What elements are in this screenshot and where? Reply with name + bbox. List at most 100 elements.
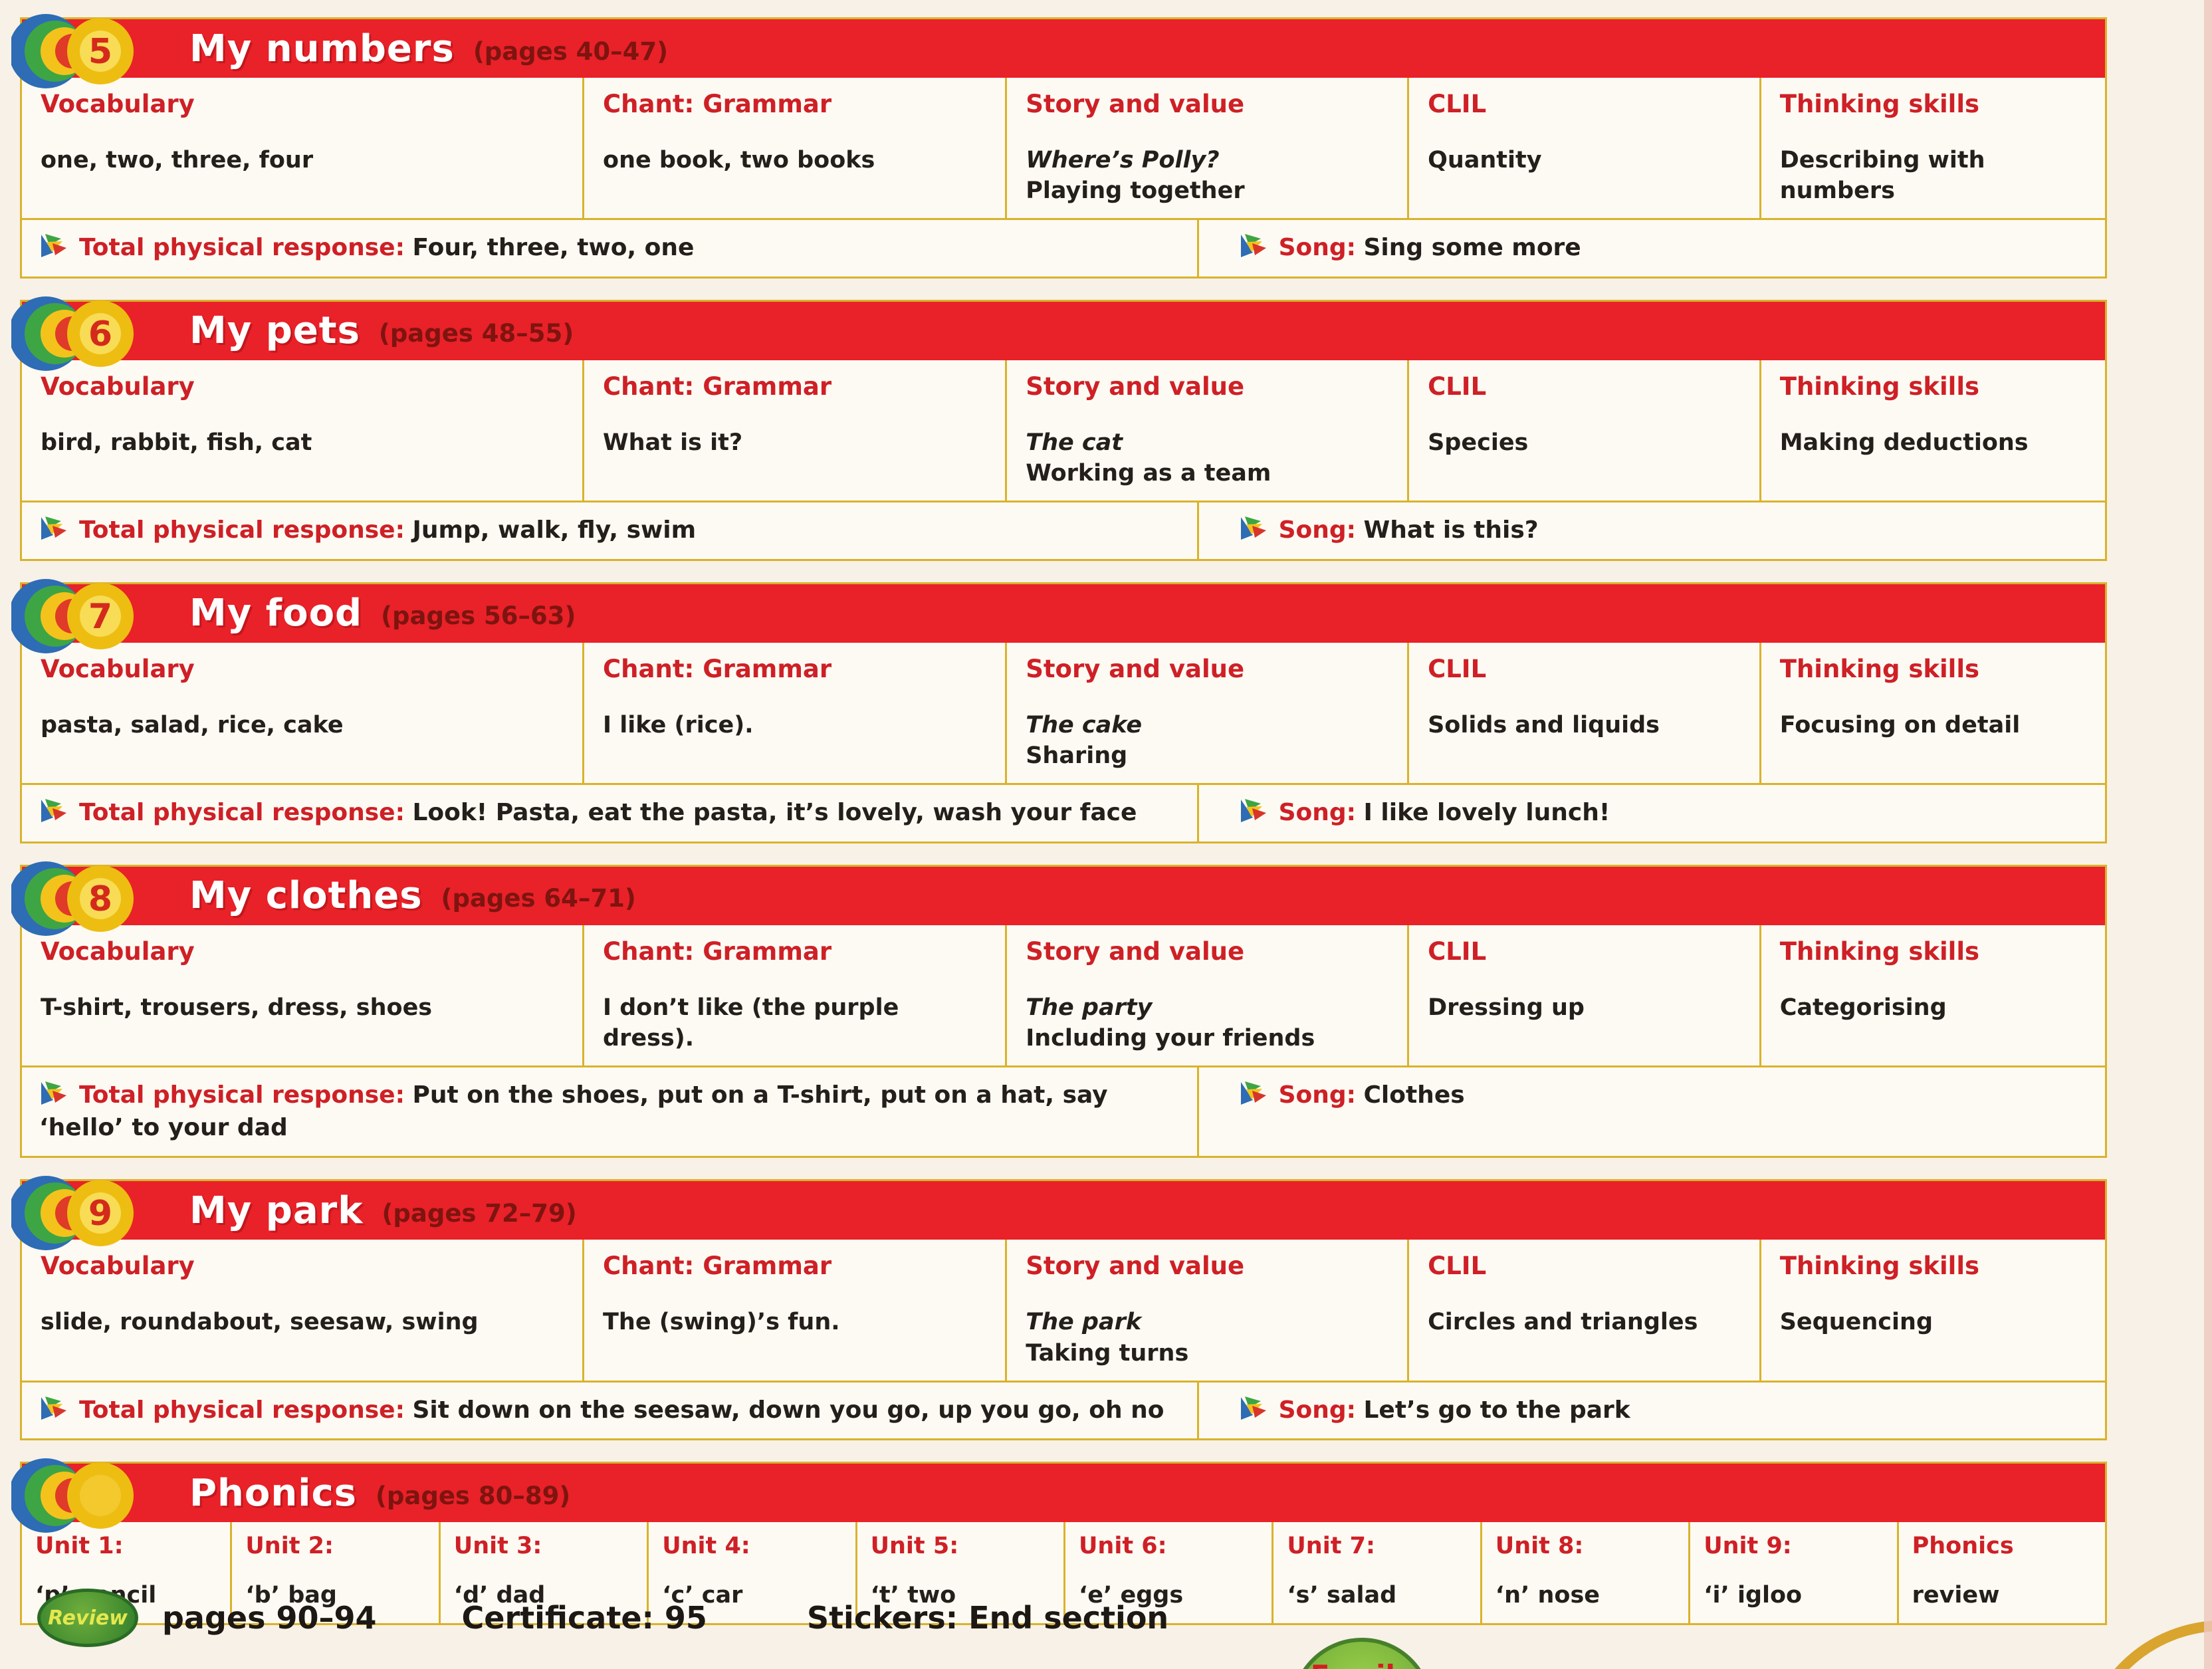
phonics-unit-label: Unit 7: [1287, 1533, 1375, 1560]
chant-heading: Chant: Grammar [603, 1252, 832, 1281]
tpr-song-row: Total physical response: Jump, walk, fly… [22, 501, 2105, 559]
unit-content-row: Vocabulary T-shirt, trousers, dress, sho… [22, 925, 2105, 1066]
song-label: Song: [1278, 1396, 1357, 1424]
phonics-header-bar: Phonics (pages 80–89) [11, 1458, 2105, 1533]
song-label: Song: [1278, 799, 1357, 827]
unit-block-5: 5 My numbers (pages 40–47) Vocabulary on… [11, 14, 2107, 278]
tpr-label: Total physical response: [79, 1396, 405, 1424]
chant-cell: Chant: Grammar The (swing)’s fun. [582, 1240, 1005, 1381]
thinking-text: Focusing on detail [1779, 711, 2021, 738]
story-text: The park Taking turns [1026, 1307, 1388, 1368]
tpr-song-row: Total physical response: Look! Pasta, ea… [22, 783, 2105, 841]
story-cell: Story and value The party Including your… [1005, 925, 1407, 1066]
clil-text: Quantity [1428, 147, 1542, 173]
chant-heading: Chant: Grammar [603, 937, 832, 966]
footer-review-pages: pages 90–94 [162, 1600, 377, 1636]
phonics-pages: (pages 80–89) [375, 1481, 571, 1510]
tpr-text: Sit down on the seesaw, down you go, up … [412, 1396, 1164, 1424]
tpr-song-row: Total physical response: Put on the shoe… [22, 1065, 2105, 1157]
clil-cell: CLIL Solids and liquids [1407, 642, 1759, 784]
family-badge-label: Family [1311, 1659, 1414, 1669]
chant-cell: Chant: Grammar What is it? [582, 360, 1005, 501]
clil-heading: CLIL [1428, 372, 1487, 401]
phonics-unit-value: ‘t’ two [870, 1582, 956, 1609]
clil-heading: CLIL [1428, 1252, 1487, 1281]
unit-pages: (pages 56–63) [381, 602, 576, 631]
thinking-heading: Thinking skills [1779, 654, 1980, 683]
vocabulary-heading: Vocabulary [41, 1252, 195, 1281]
rainbow-arrow-icon [41, 1396, 66, 1420]
tpr-song-row: Total physical response: Sit down on the… [22, 1380, 2105, 1439]
thinking-text: Sequencing [1779, 1309, 1934, 1336]
vocabulary-cell: Vocabulary pasta, salad, rice, cake [22, 643, 582, 783]
clil-text: Species [1428, 429, 1529, 456]
family-badge: Family [1291, 1638, 1433, 1669]
rainbow-arrow-icon [1240, 234, 1266, 258]
phonics-unit-value: ‘n’ nose [1495, 1582, 1601, 1609]
thinking-heading: Thinking skills [1779, 90, 1980, 118]
vocabulary-text: T-shirt, trousers, dress, shoes [41, 994, 433, 1021]
phonics-block: Phonics (pages 80–89) Unit 1: ‘p’ pencil… [11, 1458, 2107, 1626]
chant-text: one book, two books [603, 147, 875, 173]
unit-number: 5 [88, 32, 112, 72]
phonics-unit-value: ‘i’ igloo [1704, 1582, 1803, 1609]
story-heading: Story and value [1026, 937, 1245, 966]
tpr-label: Total physical response: [79, 234, 405, 262]
phonics-cell: Unit 4: ‘c’ car [647, 1522, 855, 1624]
thinking-heading: Thinking skills [1779, 372, 1980, 401]
chant-text: What is it? [603, 429, 743, 456]
phonics-unit-value: ‘s’ salad [1287, 1582, 1397, 1609]
footer-row: Review pages 90–94 Certificate: 95 Stick… [37, 1589, 1168, 1647]
unit-pages: (pages 48–55) [378, 319, 574, 348]
story-cell: Story and value The cat Working as a tea… [1005, 360, 1407, 501]
thinking-cell: Thinking skills Categorising [1759, 925, 2105, 1066]
rainbow-arrow-icon [1240, 1396, 1266, 1420]
unit-header-bar: 6 My pets (pages 48–55) [11, 296, 2105, 371]
tpr-label: Total physical response: [79, 516, 405, 544]
unit-number: 7 [88, 597, 112, 637]
chant-heading: Chant: Grammar [603, 372, 832, 401]
unit-header-bar: 5 My numbers (pages 40–47) [11, 14, 2105, 88]
song-cell: Song: Let’s go to the park [1196, 1382, 2105, 1439]
unit-pages: (pages 40–47) [473, 37, 669, 66]
story-title: The cake [1026, 711, 1143, 738]
story-text: The party Including your friends [1026, 992, 1388, 1054]
song-text: What is this? [1363, 516, 1539, 544]
story-text: The cake Sharing [1026, 710, 1388, 771]
phonics-unit-label: Phonics [1912, 1533, 2014, 1560]
tpr-cell: Total physical response: Look! Pasta, ea… [22, 785, 1197, 841]
rainbow-unit-badge-icon: 5 [11, 14, 134, 88]
chant-cell: Chant: Grammar I don’t like (the purple … [582, 925, 1005, 1066]
certificate-value: 95 [664, 1600, 707, 1636]
thinking-text: Making deductions [1779, 429, 2029, 456]
unit-header-bar: 9 My park (pages 72–79) [11, 1176, 2105, 1251]
story-value: Playing together [1026, 177, 1245, 205]
tpr-cell: Total physical response: Put on the shoe… [22, 1067, 1197, 1156]
stickers-value: End section [968, 1600, 1169, 1636]
tpr-text: Jump, walk, fly, swim [412, 516, 697, 544]
thinking-text: Describing with numbers [1779, 147, 1985, 205]
unit-block-9: 9 My park (pages 72–79) Vocabulary slide… [11, 1176, 2107, 1441]
phonics-unit-label: Unit 6: [1078, 1533, 1167, 1560]
clil-heading: CLIL [1428, 654, 1487, 683]
tpr-text: Look! Pasta, eat the pasta, it’s lovely,… [412, 799, 1137, 827]
song-label: Song: [1278, 234, 1357, 262]
phonics-title: Phonics [189, 1471, 357, 1515]
phonics-unit-label: Unit 4: [662, 1533, 750, 1560]
unit-title: My numbers [189, 27, 455, 70]
vocabulary-cell: Vocabulary slide, roundabout, seesaw, sw… [22, 1240, 582, 1380]
vocabulary-heading: Vocabulary [41, 937, 195, 966]
song-label: Song: [1278, 516, 1357, 544]
clil-text: Circles and triangles [1428, 1309, 1698, 1336]
unit-title: My clothes [189, 874, 423, 918]
clil-heading: CLIL [1428, 937, 1487, 966]
tpr-text: Four, three, two, one [412, 234, 695, 262]
phonics-unit-value: ‘d’ dad [453, 1582, 546, 1609]
thinking-heading: Thinking skills [1779, 937, 1980, 966]
phonics-unit-value: ‘b’ bag [245, 1582, 337, 1609]
song-text: I like lovely lunch! [1363, 799, 1610, 827]
thinking-cell: Thinking skills Describing with numbers [1759, 78, 2105, 219]
phonics-cell: Unit 3: ‘d’ dad [438, 1522, 647, 1624]
story-text: Where’s Polly? Playing together [1026, 145, 1388, 206]
